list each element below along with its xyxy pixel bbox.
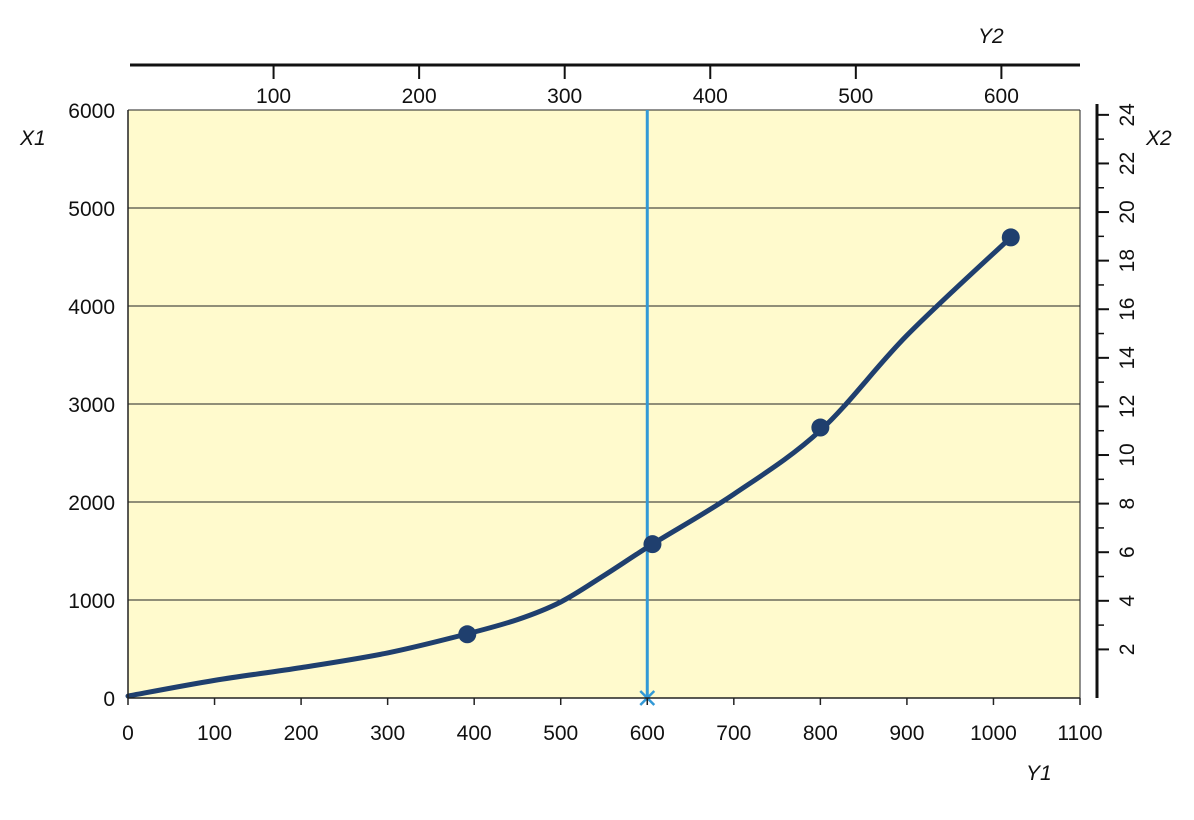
top-tick-label: 400 xyxy=(693,85,728,108)
y-tick-label: 6000 xyxy=(68,100,115,123)
data-point xyxy=(1001,228,1020,247)
right-tick-label: 4 xyxy=(1116,595,1139,607)
x-tick-label: 1100 xyxy=(1057,722,1102,745)
y-tick-label: 1000 xyxy=(68,590,115,613)
x-tick-label: 500 xyxy=(543,722,578,745)
x-axis-title: Y1 xyxy=(1026,762,1052,785)
series-line xyxy=(125,234,1014,699)
top-axis-title: Y2 xyxy=(978,25,1004,48)
data-point xyxy=(458,625,477,644)
y-tick-label: 0 xyxy=(103,688,115,711)
top-tick-label: 100 xyxy=(256,85,291,108)
right-tick-label: 2 xyxy=(1116,644,1139,656)
x-tick-label: 1000 xyxy=(970,722,1017,745)
top-tick-label: 300 xyxy=(547,85,582,108)
x-tick-label: 0 xyxy=(122,722,134,745)
y-tick-label: 5000 xyxy=(68,198,115,221)
right-tick-label: 20 xyxy=(1116,200,1139,223)
right-tick-label: 14 xyxy=(1116,346,1139,370)
y-tick-label: 3000 xyxy=(68,394,115,417)
x-tick-label: 100 xyxy=(197,722,232,745)
x-tick-label: 900 xyxy=(889,722,924,745)
y-axis-title: X1 xyxy=(19,127,46,150)
right-tick-label: 12 xyxy=(1116,395,1139,418)
right-tick-label: 6 xyxy=(1116,546,1139,558)
x-tick-label: 200 xyxy=(284,722,319,745)
top-tick-label: 600 xyxy=(984,85,1019,108)
x-tick-label: 400 xyxy=(457,722,492,745)
series-group xyxy=(125,228,1020,699)
x-tick-label: 700 xyxy=(716,722,751,745)
x-tick-label: 800 xyxy=(803,722,838,745)
x-tick-label: 600 xyxy=(630,722,665,745)
x-tick-label: 300 xyxy=(370,722,405,745)
data-point xyxy=(811,418,830,437)
right-tick-label: 24 xyxy=(1116,103,1139,127)
right-tick-label: 8 xyxy=(1116,498,1139,510)
tick-labels-group: 0 100 200 300 400 500 600 700 800 900 1000 1100 0 100… xyxy=(68,65,1139,745)
right-tick-label: 10 xyxy=(1116,443,1139,466)
top-tick-label: 200 xyxy=(402,85,437,108)
y-tick-label: 2000 xyxy=(68,492,115,515)
right-tick-label: 18 xyxy=(1116,249,1139,272)
data-point xyxy=(643,535,662,554)
axes-group xyxy=(127,63,1099,699)
right-axis-title: X2 xyxy=(1145,127,1172,150)
top-tick-label: 500 xyxy=(838,85,873,108)
right-tick-label: 16 xyxy=(1116,298,1139,321)
y-tick-label: 4000 xyxy=(68,296,115,319)
right-tick-label: 22 xyxy=(1116,152,1139,175)
